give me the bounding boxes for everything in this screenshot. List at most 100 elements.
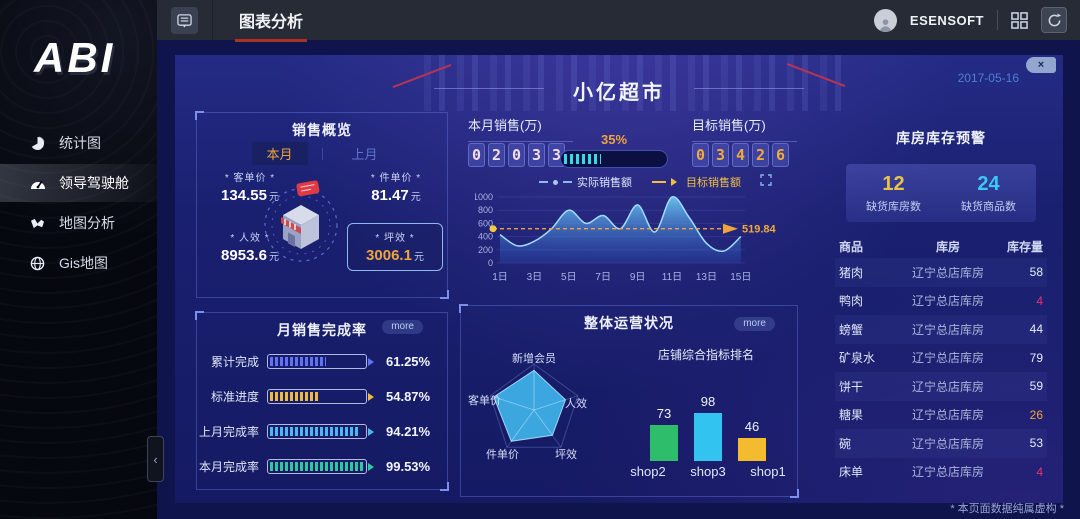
app-logo: ABI	[34, 34, 116, 81]
table-row: 矿泉水 辽宁总店库房 79	[835, 344, 1047, 373]
completion-label: 累计完成	[210, 355, 259, 369]
panel-title: 月销售完成率	[277, 322, 367, 338]
completion-bar-fill	[270, 392, 320, 401]
store-illustration	[264, 180, 338, 262]
warehouse-warning-panel: 库房库存预警 12 缺货库房数 24 缺货商品数 商品 库房 库存量	[835, 120, 1047, 492]
completion-bar-fill	[270, 462, 364, 471]
stat-unit: 元	[268, 192, 279, 203]
svg-text:400: 400	[478, 232, 493, 242]
goods-name: 碗	[839, 436, 852, 451]
depot-name: 辽宁总店库房	[911, 465, 984, 480]
radar-chart	[489, 363, 579, 448]
title-decoration	[694, 88, 804, 89]
sales-progress-fill	[564, 154, 602, 164]
corner-decoration	[790, 489, 799, 498]
sidebar-collapse-toggle[interactable]: ‹	[147, 436, 164, 482]
list-icon	[177, 13, 192, 28]
footer-disclaimer: * 本页面数据纯属虚构 *	[950, 503, 1064, 515]
stock-quantity: 4	[1036, 464, 1043, 479]
refresh-button[interactable]	[1041, 7, 1067, 33]
digit-box: 2	[752, 143, 769, 167]
sidebar: ABI 统计图 领导驾驶舱 地图分析	[0, 0, 157, 519]
stock-quantity: 58	[1029, 265, 1043, 280]
page-list-button[interactable]	[171, 6, 198, 34]
tab-current-month[interactable]: 本月	[251, 142, 308, 165]
stat-card-per-person: * 人效 * 8953.6 元	[207, 229, 293, 264]
sidebar-item-statistics[interactable]: 统计图	[0, 124, 157, 162]
tab-separator	[321, 147, 323, 160]
sales-overview-panel: 销售概览 本月 上月 * 客单价 * 134.55 元 * 件单价 * 81.47…	[195, 111, 449, 299]
svg-text:1日: 1日	[492, 272, 508, 283]
completion-bar-track	[267, 424, 367, 439]
stock-quantity: 79	[1029, 350, 1043, 365]
dashboard-area: 小亿超市 2017-05-16 × 销售概览 本月 上月 * 客单价 * 134…	[157, 40, 1080, 519]
table-row: 糖果 辽宁总店库房 26	[835, 401, 1047, 430]
bar-value-label: 98	[700, 394, 716, 409]
stock-quantity: 4	[1036, 293, 1043, 308]
legend-actual-sales[interactable]: 实际销售额	[539, 174, 632, 190]
warehouse-summary-card: 12 缺货库房数 24 缺货商品数	[846, 164, 1036, 222]
panel-title: 整体运营状况	[584, 315, 674, 331]
svg-text:1000: 1000	[475, 192, 493, 202]
column-header: 商品	[839, 240, 864, 254]
line-icon	[652, 181, 666, 183]
depot-name: 辽宁总店库房	[911, 265, 984, 280]
current-month-sales-label: 本月销售(万)	[468, 115, 573, 142]
column-header: 库存量	[1006, 240, 1043, 254]
tab-last-month[interactable]: 上月	[351, 147, 378, 162]
table-row: 螃蟹 辽宁总店库房 44	[835, 315, 1047, 344]
dashboard-icon	[30, 175, 46, 191]
completion-bar-fill	[270, 357, 327, 366]
apps-grid-button[interactable]	[1011, 11, 1028, 29]
arrow-icon	[671, 178, 681, 186]
close-button[interactable]: ×	[1026, 57, 1056, 73]
summary-label: 缺货库房数	[866, 200, 921, 213]
close-icon: ×	[1037, 59, 1045, 71]
svg-text:5日: 5日	[561, 272, 577, 283]
daily-sales-chart: 0 200 400 600 800 1000 519.84 1日 3日 5日 7日 9日 11日 13日 1…	[475, 192, 777, 283]
depot-name: 辽宁总店库房	[911, 408, 984, 423]
sidebar-item-label: 领导驾驶舱	[59, 175, 129, 191]
grid-icon	[1011, 11, 1028, 29]
digit-box: 3	[712, 143, 729, 167]
panel-title: 销售概览	[292, 122, 352, 138]
stat-label: * 坪效 *	[375, 233, 415, 244]
sidebar-item-label: Gis地图	[59, 255, 108, 271]
operation-status-panel: 整体运营状况 more 新增会员 人效 坪效 件单价 客单价 店铺综合指标排名 …	[459, 304, 799, 498]
legend-target-sales[interactable]: 目标销售额	[652, 174, 741, 190]
depot-name: 辽宁总店库房	[911, 436, 984, 451]
stock-quantity: 59	[1029, 379, 1043, 394]
sidebar-item-map-analysis[interactable]: 地图分析	[0, 204, 157, 242]
user-avatar[interactable]	[873, 8, 897, 32]
corner-decoration	[440, 482, 449, 491]
sidebar-item-gis-map[interactable]: Gis地图	[0, 244, 157, 282]
sidebar-menu: 统计图 领导驾驶舱 地图分析 Gis地图	[0, 124, 157, 282]
completion-percent: 94.21%	[386, 424, 431, 439]
dashed-line-icon	[539, 181, 548, 183]
page-title: 图表分析	[234, 8, 308, 42]
depot-name: 辽宁总店库房	[911, 379, 984, 394]
stat-value: 3006.1 元	[366, 247, 424, 264]
more-button[interactable]: more	[382, 320, 423, 334]
dashboard-screen: 小亿超市 2017-05-16 × 销售概览 本月 上月 * 客单价 * 134…	[175, 55, 1063, 503]
globe-icon	[30, 255, 46, 271]
summary-value: 24	[977, 172, 1000, 195]
person-icon	[879, 18, 892, 32]
completion-bar-track	[267, 459, 367, 474]
more-button[interactable]: more	[734, 317, 775, 331]
completion-bar-fill	[270, 427, 359, 436]
stat-card-per-area: * 坪效 * 3006.1 元	[347, 223, 443, 271]
corner-decoration	[459, 304, 468, 313]
svg-text:200: 200	[478, 245, 493, 255]
chart-expand-button[interactable]	[760, 174, 772, 186]
pie-chart-icon	[30, 135, 46, 151]
sidebar-item-cockpit[interactable]: 领导驾驶舱	[0, 164, 157, 202]
ranking-bar-group: 98	[694, 394, 722, 461]
warehouse-table: 猪肉 辽宁总店库房 58 鸭肉 辽宁总店库房 4 螃蟹 辽宁总店库房 44 矿泉水 辽宁总店库房 79…	[835, 258, 1047, 486]
target-sales-label: 目标销售(万)	[692, 115, 797, 142]
digit-box: 3	[528, 143, 545, 167]
completion-row: 累计完成 61.25%	[197, 350, 447, 373]
corner-decoration	[195, 111, 204, 120]
completion-label: 上月完成率	[198, 425, 259, 439]
svg-text:519.84: 519.84	[742, 224, 777, 236]
